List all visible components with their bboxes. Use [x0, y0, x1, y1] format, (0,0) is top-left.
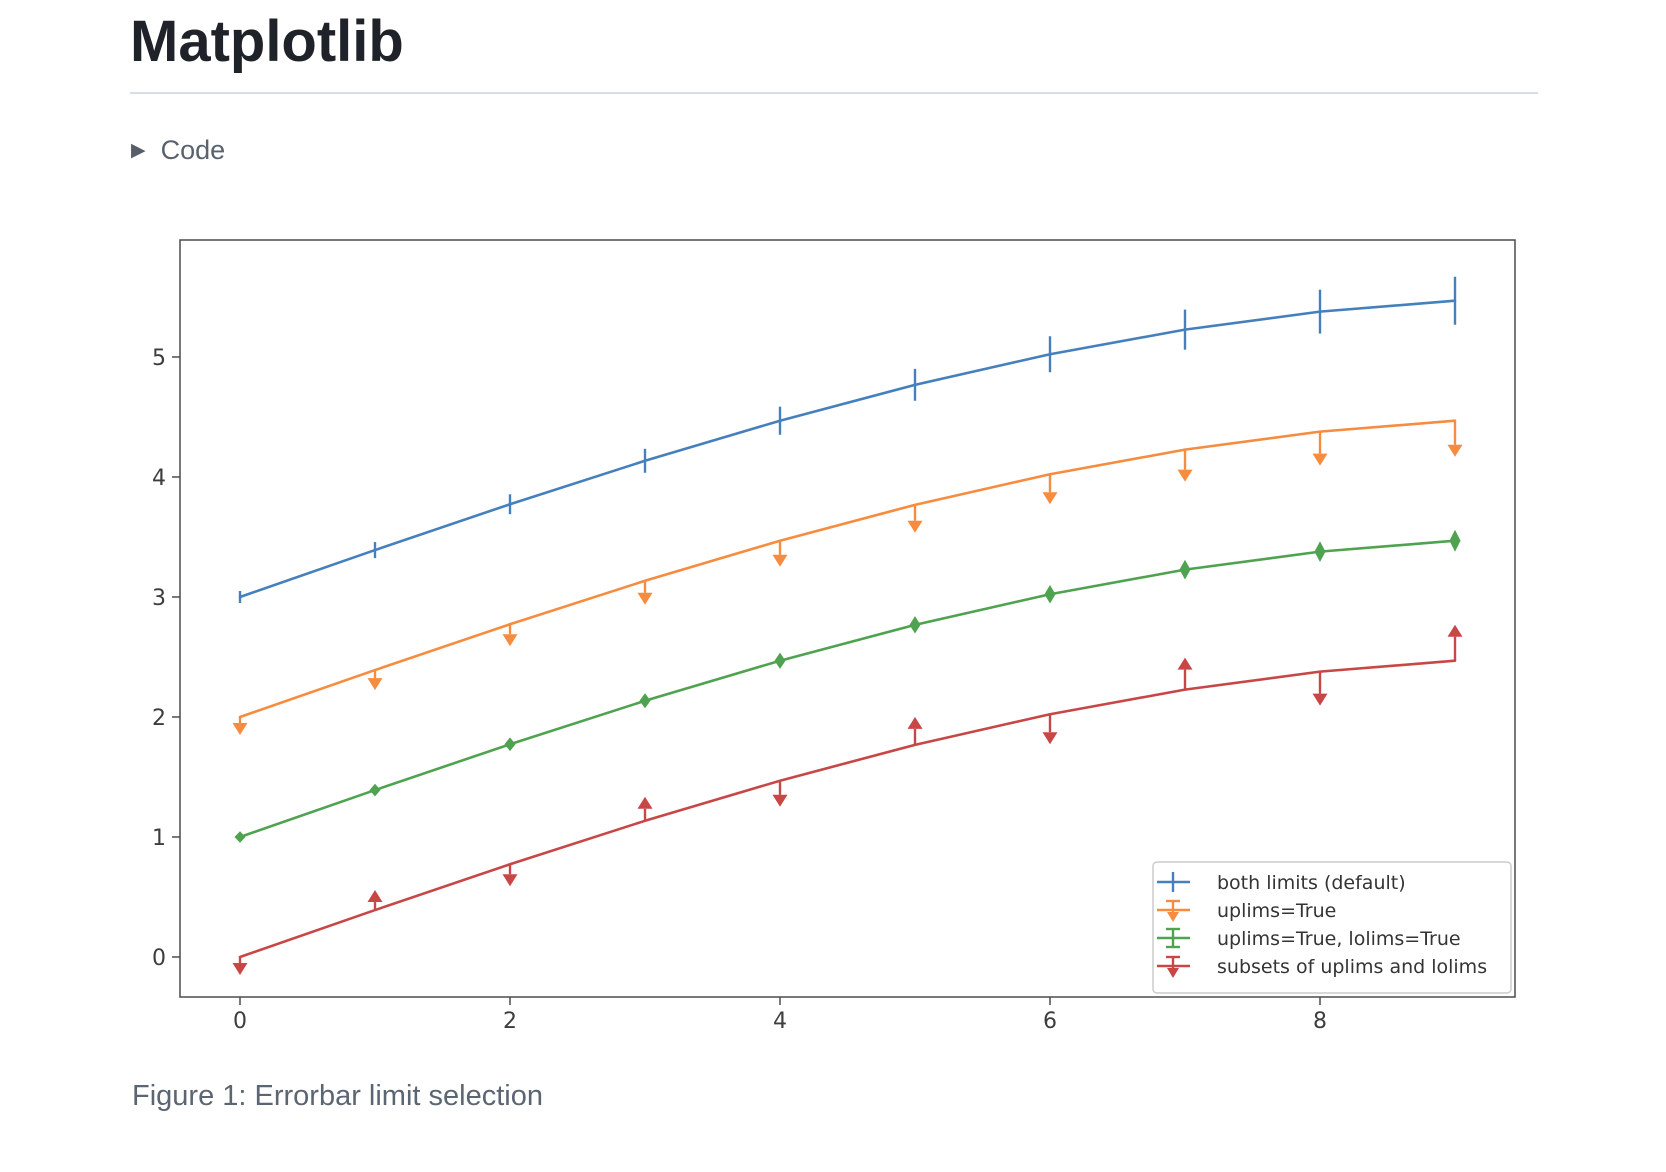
down-arrowhead: [502, 634, 518, 647]
y-axis-ticks: 0 1 2 3 4 5: [152, 346, 180, 971]
down-arrowhead: [232, 963, 248, 975]
down-arrowhead: [907, 520, 923, 533]
down-arrowhead: [1167, 968, 1179, 978]
triangle-right-icon: ▶: [131, 139, 146, 161]
y-tick-label: 3: [152, 586, 166, 611]
series-line: [238, 419, 1457, 719]
x-tick-label: 8: [1313, 1009, 1327, 1034]
x-tick-label: 6: [1043, 1009, 1057, 1034]
up-arrowhead: [1177, 657, 1193, 670]
series-line: [238, 299, 1457, 599]
page-title: Matplotlib: [130, 9, 404, 74]
up-arrowhead: [907, 716, 923, 729]
legend-entry: subsets of uplims and lolims: [1157, 955, 1487, 978]
code-toggle[interactable]: ▶ Code: [131, 134, 225, 166]
down-arrowhead: [232, 723, 248, 735]
figure-output: 0 2 4 6 8 0 1 2 3 4 5 both limits (default) uplims=T…: [120, 210, 1560, 1040]
code-toggle-label: Code: [160, 135, 226, 165]
down-arrowhead: [1042, 732, 1058, 745]
limit-diamond-marker: [774, 652, 786, 669]
limit-diamond-marker: [639, 693, 651, 709]
x-tick-label: 2: [503, 1009, 517, 1034]
y-tick-label: 4: [152, 466, 166, 491]
series-subsets-of-uplims-and-lolims: [232, 624, 1463, 975]
x-axis-ticks: 0 2 4 6 8: [233, 997, 1327, 1034]
limit-diamond-marker: [369, 783, 381, 797]
limit-diamond-marker: [1314, 541, 1326, 563]
down-arrowhead: [1447, 444, 1463, 457]
down-arrowhead: [637, 592, 653, 605]
legend-entry: both limits (default): [1157, 872, 1406, 894]
limit-diamond-marker: [1044, 584, 1056, 604]
limit-diamond-marker: [909, 616, 921, 634]
legend-label: both limits (default): [1217, 872, 1406, 894]
up-arrowhead: [367, 890, 383, 903]
limit-diamond-marker: [1179, 559, 1191, 580]
series-line: [238, 659, 1457, 959]
down-arrowhead: [502, 874, 518, 887]
down-arrowhead: [1042, 492, 1058, 505]
down-arrowhead: [1312, 693, 1328, 706]
figure-caption: Figure 1: Errorbar limit selection: [132, 1080, 543, 1112]
x-tick-label: 0: [233, 1009, 247, 1034]
y-tick-label: 5: [152, 346, 166, 371]
limit-diamond-marker: [1449, 529, 1461, 552]
y-tick-label: 1: [152, 826, 166, 851]
y-tick-label: 0: [152, 946, 166, 971]
down-arrowhead: [1167, 912, 1179, 922]
limit-diamond-marker: [504, 737, 516, 752]
legend-box: both limits (default) uplims=True uplims=T…: [1152, 861, 1512, 994]
series-both-limits-default-: [238, 276, 1457, 603]
down-arrowhead: [772, 554, 788, 567]
series-uplims-true: [232, 419, 1463, 735]
legend-entry: uplims=True, lolims=True: [1157, 927, 1461, 950]
up-arrowhead: [1447, 624, 1463, 637]
limit-diamond-marker: [234, 831, 246, 843]
down-arrowhead: [772, 794, 788, 807]
y-tick-label: 2: [152, 706, 166, 731]
legend-label: subsets of uplims and lolims: [1217, 956, 1487, 978]
errorbar-chart: 0 2 4 6 8 0 1 2 3 4 5 both limits (default) uplims=T…: [152, 239, 1516, 1034]
legend-entry: uplims=True: [1157, 899, 1336, 922]
title-divider: [130, 92, 1538, 94]
series-line: [238, 539, 1457, 839]
down-arrowhead: [367, 678, 383, 691]
legend-frame: [1152, 861, 1512, 994]
plot-spines: [179, 239, 1516, 998]
x-tick-label: 4: [773, 1009, 787, 1034]
legend-label: uplims=True, lolims=True: [1217, 928, 1461, 950]
down-arrowhead: [1177, 469, 1193, 482]
up-arrowhead: [637, 796, 653, 809]
legend-label: uplims=True: [1217, 900, 1336, 922]
down-arrowhead: [1312, 453, 1328, 466]
series-uplims-true-lolims-true: [234, 529, 1461, 843]
